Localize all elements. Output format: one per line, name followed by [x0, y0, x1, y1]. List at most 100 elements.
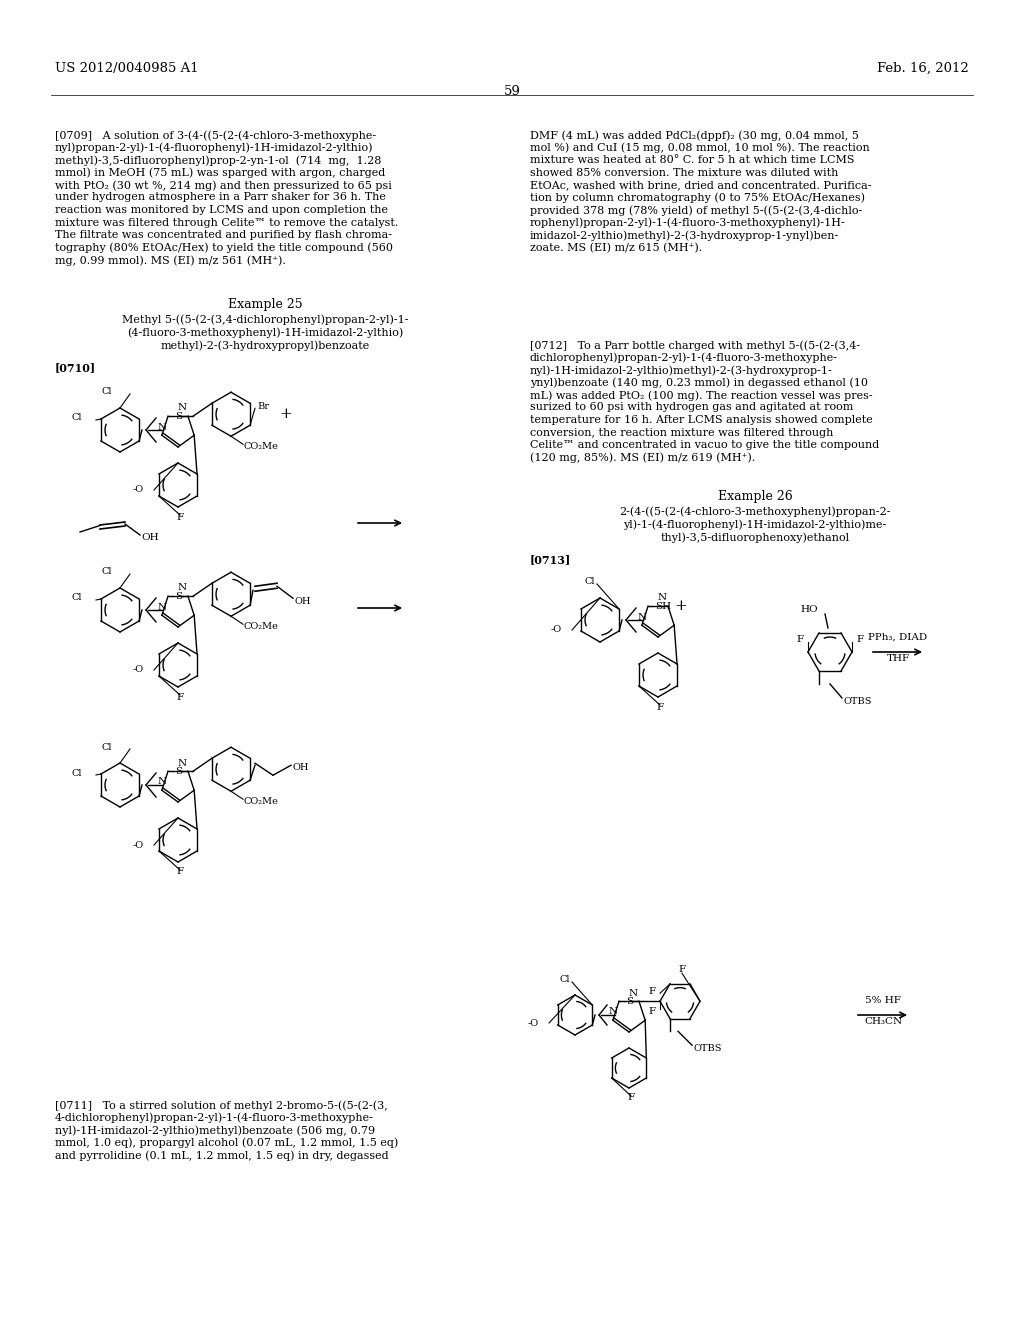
Text: Feb. 16, 2012: Feb. 16, 2012	[878, 62, 969, 75]
Text: yl)-1-(4-fluorophenyl)-1H-imidazol-2-ylthio)me-: yl)-1-(4-fluorophenyl)-1H-imidazol-2-ylt…	[624, 519, 887, 529]
Text: tion by column chromatography (0 to 75% EtOAc/Hexanes): tion by column chromatography (0 to 75% …	[530, 193, 865, 203]
Text: US 2012/0040985 A1: US 2012/0040985 A1	[55, 62, 199, 75]
Text: reaction was monitored by LCMS and upon completion the: reaction was monitored by LCMS and upon …	[55, 205, 388, 215]
Text: OTBS: OTBS	[843, 697, 871, 705]
Text: 5% HF: 5% HF	[865, 997, 901, 1005]
Text: -O: -O	[133, 841, 144, 850]
Text: mixture was filtered through Celite™ to remove the catalyst.: mixture was filtered through Celite™ to …	[55, 218, 398, 227]
Text: N: N	[177, 404, 186, 412]
Text: F: F	[679, 965, 686, 974]
Text: N: N	[177, 583, 186, 593]
Text: PPh₃, DIAD: PPh₃, DIAD	[868, 634, 928, 642]
Text: Cl: Cl	[101, 742, 112, 751]
Text: mixture was heated at 80° C. for 5 h at which time LCMS: mixture was heated at 80° C. for 5 h at …	[530, 154, 854, 165]
Text: -O: -O	[551, 626, 562, 635]
Text: nyl)-1H-imidazol-2-ylthio)methyl)benzoate (506 mg, 0.79: nyl)-1H-imidazol-2-ylthio)methyl)benzoat…	[55, 1125, 375, 1135]
Text: Cl: Cl	[72, 594, 82, 602]
Text: surized to 60 psi with hydrogen gas and agitated at room: surized to 60 psi with hydrogen gas and …	[530, 403, 853, 412]
Text: F: F	[656, 702, 664, 711]
Text: rophenyl)propan-2-yl)-1-(4-fluoro-3-methoxyphenyl)-1H-: rophenyl)propan-2-yl)-1-(4-fluoro-3-meth…	[530, 218, 846, 228]
Text: mmol) in MeOH (75 mL) was sparged with argon, charged: mmol) in MeOH (75 mL) was sparged with a…	[55, 168, 385, 178]
Text: N: N	[657, 594, 667, 602]
Text: Cl: Cl	[72, 768, 82, 777]
Text: mmol, 1.0 eq), propargyl alcohol (0.07 mL, 1.2 mmol, 1.5 eq): mmol, 1.0 eq), propargyl alcohol (0.07 m…	[55, 1138, 398, 1148]
Text: mg, 0.99 mmol). MS (EI) m/z 561 (MH⁺).: mg, 0.99 mmol). MS (EI) m/z 561 (MH⁺).	[55, 255, 286, 265]
Text: SH: SH	[655, 602, 671, 611]
Text: F: F	[176, 512, 183, 521]
Text: CH₃CN: CH₃CN	[864, 1016, 902, 1026]
Text: F: F	[176, 867, 183, 876]
Text: CO₂Me: CO₂Me	[243, 622, 278, 631]
Text: Br: Br	[257, 401, 269, 411]
Text: 2-(4-((5-(2-(4-chloro-3-methoxyphenyl)propan-2-: 2-(4-((5-(2-(4-chloro-3-methoxyphenyl)pr…	[620, 506, 891, 516]
Text: Cl: Cl	[101, 568, 112, 577]
Text: CO₂Me: CO₂Me	[243, 797, 278, 805]
Text: +: +	[280, 408, 293, 421]
Text: provided 378 mg (78% yield) of methyl 5-((5-(2-(3,4-dichlo-: provided 378 mg (78% yield) of methyl 5-…	[530, 205, 862, 215]
Text: (4-fluoro-3-methoxyphenyl)-1H-imidazol-2-ylthio): (4-fluoro-3-methoxyphenyl)-1H-imidazol-2…	[127, 327, 403, 338]
Text: with PtO₂ (30 wt %, 214 mg) and then pressurized to 65 psi: with PtO₂ (30 wt %, 214 mg) and then pre…	[55, 180, 392, 190]
Text: EtOAc, washed with brine, dried and concentrated. Purifica-: EtOAc, washed with brine, dried and conc…	[530, 180, 871, 190]
Text: N: N	[177, 759, 186, 767]
Text: OH: OH	[141, 533, 159, 543]
Text: CO₂Me: CO₂Me	[243, 442, 278, 450]
Text: OH: OH	[292, 763, 308, 772]
Text: ynyl)benzoate (140 mg, 0.23 mmol) in degassed ethanol (10: ynyl)benzoate (140 mg, 0.23 mmol) in deg…	[530, 378, 868, 388]
Text: mol %) and CuI (15 mg, 0.08 mmol, 10 mol %). The reaction: mol %) and CuI (15 mg, 0.08 mmol, 10 mol…	[530, 143, 869, 153]
Text: 4-dichlorophenyl)propan-2-yl)-1-(4-fluoro-3-methoxyphe-: 4-dichlorophenyl)propan-2-yl)-1-(4-fluor…	[55, 1113, 374, 1123]
Text: showed 85% conversion. The mixture was diluted with: showed 85% conversion. The mixture was d…	[530, 168, 839, 177]
Text: and pyrrolidine (0.1 mL, 1.2 mmol, 1.5 eq) in dry, degassed: and pyrrolidine (0.1 mL, 1.2 mmol, 1.5 e…	[55, 1150, 389, 1160]
Text: imidazol-2-ylthio)methyl)-2-(3-hydroxyprop-1-ynyl)ben-: imidazol-2-ylthio)methyl)-2-(3-hydroxypr…	[530, 230, 840, 240]
Text: Example 26: Example 26	[718, 490, 793, 503]
Text: dichlorophenyl)propan-2-yl)-1-(4-fluoro-3-methoxyphe-: dichlorophenyl)propan-2-yl)-1-(4-fluoro-…	[530, 352, 838, 363]
Text: Cl: Cl	[585, 578, 595, 586]
Text: DMF (4 mL) was added PdCl₂(dppf)₂ (30 mg, 0.04 mmol, 5: DMF (4 mL) was added PdCl₂(dppf)₂ (30 mg…	[530, 129, 859, 140]
Text: (120 mg, 85%). MS (EI) m/z 619 (MH⁺).: (120 mg, 85%). MS (EI) m/z 619 (MH⁺).	[530, 453, 756, 463]
Text: tography (80% EtOAc/Hex) to yield the title compound (560: tography (80% EtOAc/Hex) to yield the ti…	[55, 243, 393, 253]
Text: [0711]   To a stirred solution of methyl 2-bromo-5-((5-(2-(3,: [0711] To a stirred solution of methyl 2…	[55, 1100, 388, 1110]
Text: -O: -O	[133, 665, 144, 675]
Text: mL) was added PtO₂ (100 mg). The reaction vessel was pres-: mL) was added PtO₂ (100 mg). The reactio…	[530, 389, 872, 400]
Text: [0712]   To a Parr bottle charged with methyl 5-((5-(2-(3,4-: [0712] To a Parr bottle charged with met…	[530, 341, 860, 351]
Text: conversion, the reaction mixture was filtered through: conversion, the reaction mixture was fil…	[530, 428, 834, 437]
Text: under hydrogen atmosphere in a Parr shaker for 36 h. The: under hydrogen atmosphere in a Parr shak…	[55, 193, 386, 202]
Text: Cl: Cl	[72, 413, 82, 422]
Text: F: F	[649, 987, 656, 995]
Text: methyl)-3,5-difluorophenyl)prop-2-yn-1-ol  (714  mg,  1.28: methyl)-3,5-difluorophenyl)prop-2-yn-1-o…	[55, 154, 381, 165]
Text: [0710]: [0710]	[55, 362, 96, 374]
Text: OH: OH	[294, 597, 310, 606]
Text: -O: -O	[528, 1019, 539, 1027]
Text: S: S	[175, 591, 182, 601]
Text: nyl)propan-2-yl)-1-(4-fluorophenyl)-1H-imidazol-2-ylthio): nyl)propan-2-yl)-1-(4-fluorophenyl)-1H-i…	[55, 143, 374, 153]
Text: zoate. MS (EI) m/z 615 (MH⁺).: zoate. MS (EI) m/z 615 (MH⁺).	[530, 243, 702, 253]
Text: The filtrate was concentrated and purified by flash chroma-: The filtrate was concentrated and purifi…	[55, 230, 392, 240]
Text: F: F	[856, 635, 863, 644]
Text: 59: 59	[504, 84, 520, 98]
Text: [0709]   A solution of 3-(4-((5-(2-(4-chloro-3-methoxyphe-: [0709] A solution of 3-(4-((5-(2-(4-chlo…	[55, 129, 376, 140]
Text: N: N	[629, 989, 638, 998]
Text: Example 25: Example 25	[227, 298, 302, 312]
Text: F: F	[628, 1093, 635, 1102]
Text: F: F	[649, 1007, 656, 1016]
Text: S: S	[175, 412, 182, 421]
Text: N: N	[637, 612, 646, 622]
Text: N: N	[158, 777, 167, 787]
Text: OTBS: OTBS	[693, 1044, 722, 1053]
Text: Cl: Cl	[101, 388, 112, 396]
Text: Celite™ and concentrated in vacuo to give the title compound: Celite™ and concentrated in vacuo to giv…	[530, 440, 880, 450]
Text: temperature for 16 h. After LCMS analysis showed complete: temperature for 16 h. After LCMS analysi…	[530, 414, 872, 425]
Text: nyl)-1H-imidazol-2-ylthio)methyl)-2-(3-hydroxyprop-1-: nyl)-1H-imidazol-2-ylthio)methyl)-2-(3-h…	[530, 366, 833, 376]
Text: [0713]: [0713]	[530, 554, 571, 565]
Text: F: F	[176, 693, 183, 701]
Text: Cl: Cl	[559, 975, 570, 985]
Text: methyl)-2-(3-hydroxypropyl)benzoate: methyl)-2-(3-hydroxypropyl)benzoate	[161, 341, 370, 351]
Text: THF: THF	[887, 653, 909, 663]
Text: thyl)-3,5-difluorophenoxy)ethanol: thyl)-3,5-difluorophenoxy)ethanol	[660, 532, 850, 543]
Text: N: N	[158, 602, 167, 611]
Text: S: S	[626, 997, 633, 1006]
Text: S: S	[175, 767, 182, 776]
Text: HO: HO	[801, 606, 818, 615]
Text: -O: -O	[133, 486, 144, 495]
Text: N: N	[608, 1007, 617, 1016]
Text: Methyl 5-((5-(2-(3,4-dichlorophenyl)propan-2-yl)-1-: Methyl 5-((5-(2-(3,4-dichlorophenyl)prop…	[122, 314, 409, 325]
